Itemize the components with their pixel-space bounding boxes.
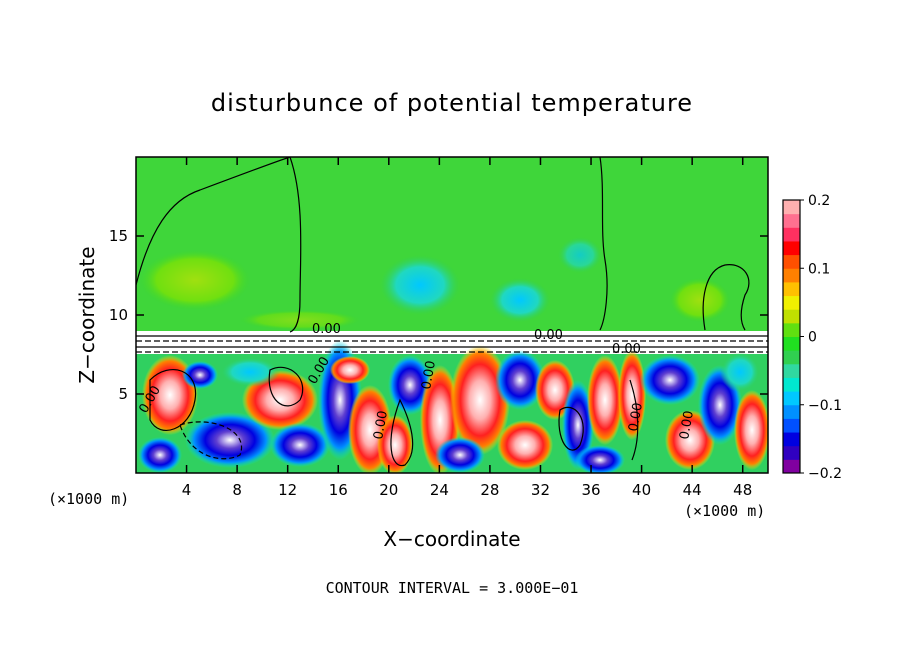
- cyan-patch: [558, 237, 602, 273]
- cyan-patch: [380, 255, 460, 315]
- colorbar-segment: [783, 459, 800, 474]
- x-tick-label: 20: [379, 481, 398, 499]
- colorbar-segment: [783, 391, 800, 406]
- y-axis-label: Z−coordinate: [75, 246, 99, 383]
- colorbar-segment: [783, 445, 800, 460]
- colorbar-segment: [783, 404, 800, 419]
- contour-label: 0.00: [371, 410, 391, 441]
- field-blob: [495, 350, 545, 410]
- contour-label: 0.00: [626, 402, 646, 433]
- lime-patch: [670, 278, 730, 322]
- field-blob: [388, 355, 432, 415]
- y-axis: 5 10 15: [109, 227, 768, 403]
- field-blob: [270, 423, 330, 467]
- contour-label: 0.00: [534, 328, 563, 343]
- colorbar-segment: [783, 268, 800, 283]
- field-blob: [575, 445, 625, 473]
- colorbar-segment: [783, 295, 800, 310]
- colorbar-segment: [783, 281, 800, 297]
- colorbar-segment: [783, 322, 800, 337]
- contour-label: 0.00: [612, 342, 641, 357]
- x-unit-right: (×1000 m): [684, 502, 765, 520]
- colorbar-segment: [783, 240, 800, 256]
- cyan-patch: [490, 278, 550, 322]
- contour-lines: [136, 157, 768, 467]
- x-tick-label: 40: [632, 481, 651, 499]
- field-blob: [220, 357, 280, 387]
- x-axis-label: X−coordinate: [383, 527, 520, 551]
- x-tick-label: 8: [232, 481, 242, 499]
- y-tick-label: 15: [109, 227, 128, 245]
- colorbar-segment: [783, 432, 800, 447]
- colorbar-segment: [783, 418, 800, 433]
- x-tick-label: 48: [733, 481, 752, 499]
- contour-label: 0.00: [419, 360, 439, 391]
- x-tick-label: 12: [278, 481, 297, 499]
- turbulence-blobs: [138, 340, 768, 473]
- contour-label: 0.00: [677, 410, 697, 441]
- field-blob: [185, 412, 275, 468]
- colorbar-segment: [783, 254, 800, 269]
- field-blob: [182, 361, 218, 389]
- field-blob: [497, 420, 553, 470]
- colorbar-segment: [783, 200, 800, 215]
- colorbar-segment: [783, 350, 800, 365]
- contour-label: 0.00: [312, 322, 341, 337]
- colorbar: [782, 199, 801, 474]
- colorbar-segment: [783, 213, 800, 228]
- x-tick-label: 44: [683, 481, 702, 499]
- colorbar-segment: [783, 227, 800, 242]
- colorbar-segment: [783, 377, 800, 392]
- contour-interval-note: CONTOUR INTERVAL = 3.000E−01: [326, 579, 579, 597]
- y-tick-label: 10: [109, 306, 128, 324]
- field-blob: [330, 356, 370, 384]
- x-tick-label: 24: [430, 481, 449, 499]
- upper-layer-fill: [136, 157, 768, 333]
- colorbar-tick-label: −0.2: [808, 466, 842, 482]
- y-tick-label: 5: [118, 385, 128, 403]
- colorbar-tick-label: 0.1: [808, 261, 830, 277]
- lime-patch: [140, 250, 250, 310]
- colorbar-tick-label: 0.2: [808, 193, 830, 209]
- x-tick-label: 4: [182, 481, 192, 499]
- field-blob: [377, 415, 413, 473]
- colorbar-segment: [783, 363, 800, 378]
- stable-band: [136, 331, 768, 355]
- chart-title: disturbunce of potential temperature: [211, 89, 693, 117]
- lime-patch: [240, 310, 360, 330]
- field-blob: [562, 380, 594, 470]
- field-blob: [450, 345, 510, 455]
- x-tick-label: 16: [329, 481, 348, 499]
- x-axis: 4 8 12 16 20 24 28 32 36 40 44 48: [182, 157, 752, 499]
- colorbar-tick-label: 0: [808, 330, 817, 346]
- colorbar-ticks: 0.2 0.1 0 −0.1 −0.2: [800, 193, 842, 482]
- field-blob: [640, 355, 700, 405]
- colorbar-segment: [783, 309, 800, 324]
- field-blob: [435, 437, 485, 473]
- x-unit-left: (×1000 m): [48, 490, 129, 508]
- colorbar-tick-label: −0.1: [808, 398, 842, 414]
- x-tick-label: 36: [581, 481, 600, 499]
- field-blob: [720, 352, 760, 392]
- field-blob: [734, 390, 768, 470]
- plot-area: [136, 157, 768, 473]
- field-blob: [618, 350, 646, 440]
- colorbar-segment: [783, 336, 800, 351]
- x-tick-label: 28: [480, 481, 499, 499]
- x-tick-label: 32: [531, 481, 550, 499]
- field-blob: [587, 355, 623, 445]
- field-blob: [138, 437, 182, 473]
